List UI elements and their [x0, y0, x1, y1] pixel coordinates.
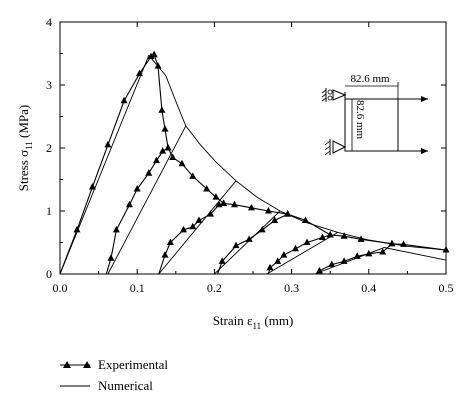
x-tick-label: 0.2: [207, 281, 222, 295]
axis-ticks: [59, 21, 447, 275]
data-point-experimental: [125, 200, 133, 208]
data-point-experimental: [340, 232, 348, 239]
data-point-experimental: [88, 183, 96, 190]
legend: Experimental Numerical: [60, 357, 168, 393]
data-point-experimental: [195, 216, 203, 223]
data-point-experimental: [207, 210, 215, 217]
data-point-experimental: [104, 140, 112, 148]
data-point-experimental: [303, 238, 311, 245]
data-point-experimental: [328, 260, 336, 268]
x-tick-label: 0.3: [284, 281, 299, 295]
data-point-experimental: [145, 169, 153, 176]
inset-arrowhead-top: [421, 96, 428, 102]
data-point-experimental: [180, 225, 188, 233]
series-line-numerical: [59, 54, 447, 275]
data-point-experimental: [271, 216, 279, 223]
inset-roller-support-icon: [321, 88, 347, 102]
data-point-experimental: [178, 159, 186, 167]
series-line-numerical: [266, 232, 339, 275]
data-point-experimental: [112, 225, 120, 233]
data-point-experimental: [161, 251, 169, 258]
series-layer: [59, 50, 450, 275]
inset-specimen: [344, 98, 399, 152]
x-tick-label: 0.0: [53, 281, 68, 295]
data-point-experimental: [154, 62, 162, 69]
inset-pin-support-icon: [324, 139, 347, 156]
series-line-numerical: [158, 180, 237, 275]
series-numerical: [59, 54, 447, 275]
legend-experimental-marker: [83, 361, 91, 368]
data-point-experimental: [189, 222, 197, 230]
data-point-experimental: [161, 125, 169, 132]
data-point-experimental: [264, 207, 272, 214]
data-point-experimental: [203, 184, 211, 192]
series-line-experimental: [158, 202, 224, 275]
series-line-experimental: [216, 213, 288, 275]
data-point-experimental: [379, 247, 387, 255]
y-tick-label: 3: [46, 78, 52, 92]
x-tick-label: 0.5: [439, 281, 454, 295]
x-tick-label: 0.4: [361, 281, 376, 295]
data-point-experimental: [247, 203, 255, 211]
series-line-experimental: [59, 53, 447, 275]
specimen-inset: 82.6 mm 82.6 mm: [321, 73, 428, 156]
legend-numerical-label: Numerical: [98, 378, 153, 393]
data-point-experimental: [318, 233, 326, 240]
data-point-experimental: [291, 244, 299, 252]
data-point-experimental: [245, 235, 253, 242]
data-point-experimental: [274, 257, 282, 264]
data-point-experimental: [159, 147, 167, 154]
x-tick-label: 0.1: [130, 281, 145, 295]
data-point-experimental: [147, 52, 155, 60]
inset-dim-label-horizontal: 82.6 mm: [350, 73, 390, 85]
data-point-experimental: [107, 254, 115, 261]
data-point-experimental: [442, 246, 450, 253]
data-point-experimental: [280, 251, 288, 258]
data-point-experimental: [212, 193, 220, 200]
legend-experimental-label: Experimental: [98, 357, 168, 372]
series-experimental: [59, 50, 450, 275]
data-point-experimental: [220, 199, 228, 206]
data-point-experimental: [73, 225, 81, 233]
data-point-experimental: [230, 200, 238, 208]
series-line-experimental: [105, 147, 169, 275]
data-point-experimental: [258, 225, 266, 233]
y-axis-label: Stress σ11 (MPa): [16, 105, 34, 191]
series-line-experimental: [315, 243, 393, 275]
x-axis-label: Strain ε11 (mm): [213, 313, 294, 331]
series-line-numerical: [107, 125, 187, 275]
inset-arrowhead-bottom: [421, 148, 428, 154]
inset-dim-label-vertical: 82.6 mm: [354, 100, 366, 140]
data-point-experimental: [164, 144, 172, 151]
data-point-experimental: [150, 50, 158, 58]
x-tick-labels: 0.0 0.1 0.2 0.3 0.4 0.5: [53, 281, 454, 295]
data-point-experimental: [158, 106, 166, 113]
y-tick-labels: 0 1 2 3 4: [46, 15, 52, 281]
data-point-experimental: [189, 172, 197, 179]
data-point-experimental: [218, 257, 226, 264]
data-point-experimental: [169, 153, 177, 160]
y-tick-label: 2: [46, 141, 52, 155]
data-point-experimental: [120, 96, 128, 104]
data-point-experimental: [388, 239, 396, 247]
data-point-experimental: [166, 238, 174, 245]
data-point-experimental: [133, 184, 141, 192]
legend-experimental-marker: [63, 361, 71, 368]
y-tick-label: 4: [46, 15, 52, 29]
y-tick-label: 0: [46, 267, 52, 281]
data-point-experimental: [153, 156, 160, 164]
data-point-experimental: [266, 263, 274, 271]
data-point-experimental: [232, 241, 240, 249]
data-point-experimental: [357, 235, 365, 242]
series-line-numerical: [314, 247, 447, 275]
series-line-numerical: [214, 210, 281, 275]
y-tick-label: 1: [46, 204, 52, 218]
